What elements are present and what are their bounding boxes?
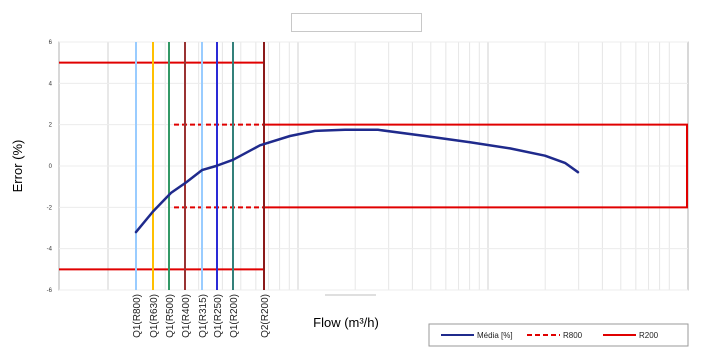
flow-marker-label: Q1(R250) (213, 294, 224, 338)
series-layer (134, 128, 580, 234)
flow-markers (135, 42, 265, 290)
y-tick-label: -4 (47, 247, 53, 253)
flow-marker-labels: Q1(R800) Q1(R630) Q1(R500) Q1(R400) Q1(R315)… (132, 294, 271, 338)
flow-marker-label: Q1(R800) (132, 294, 143, 338)
flow-marker-label: Q1(R400) (181, 294, 192, 338)
limit-lines (59, 61, 688, 271)
y-axis-title: Error (%) (10, 140, 25, 193)
y-tick-label: 0 (49, 164, 53, 170)
series-line-media (134, 128, 580, 234)
legend-label: R800 (563, 331, 583, 340)
legend-label: Média [%] (477, 331, 513, 340)
y-tick-label: 4 (49, 81, 53, 87)
flow-marker-label: Q1(R315) (198, 294, 209, 338)
legend-box (428, 323, 689, 347)
y-tick-label: 6 (49, 40, 53, 46)
y-tick-label: -6 (47, 288, 53, 294)
flow-marker-label: Q1(R200) (229, 294, 240, 338)
legend-label: R200 (639, 331, 659, 340)
legend: Média [%] R800 R200 (428, 323, 689, 347)
flow-marker-label: Q2(R200) (260, 294, 271, 338)
flow-marker-label: Q1(R500) (165, 294, 176, 338)
flow-marker-label: Q1(R630) (149, 294, 160, 338)
y-tick-label: -2 (47, 205, 53, 211)
y-tick-labels: 6 4 2 0 -2 -4 -6 (47, 40, 53, 294)
x-axis-title: Flow (m³/h) (313, 315, 379, 330)
title-box (291, 13, 422, 32)
y-tick-label: 2 (49, 123, 53, 129)
